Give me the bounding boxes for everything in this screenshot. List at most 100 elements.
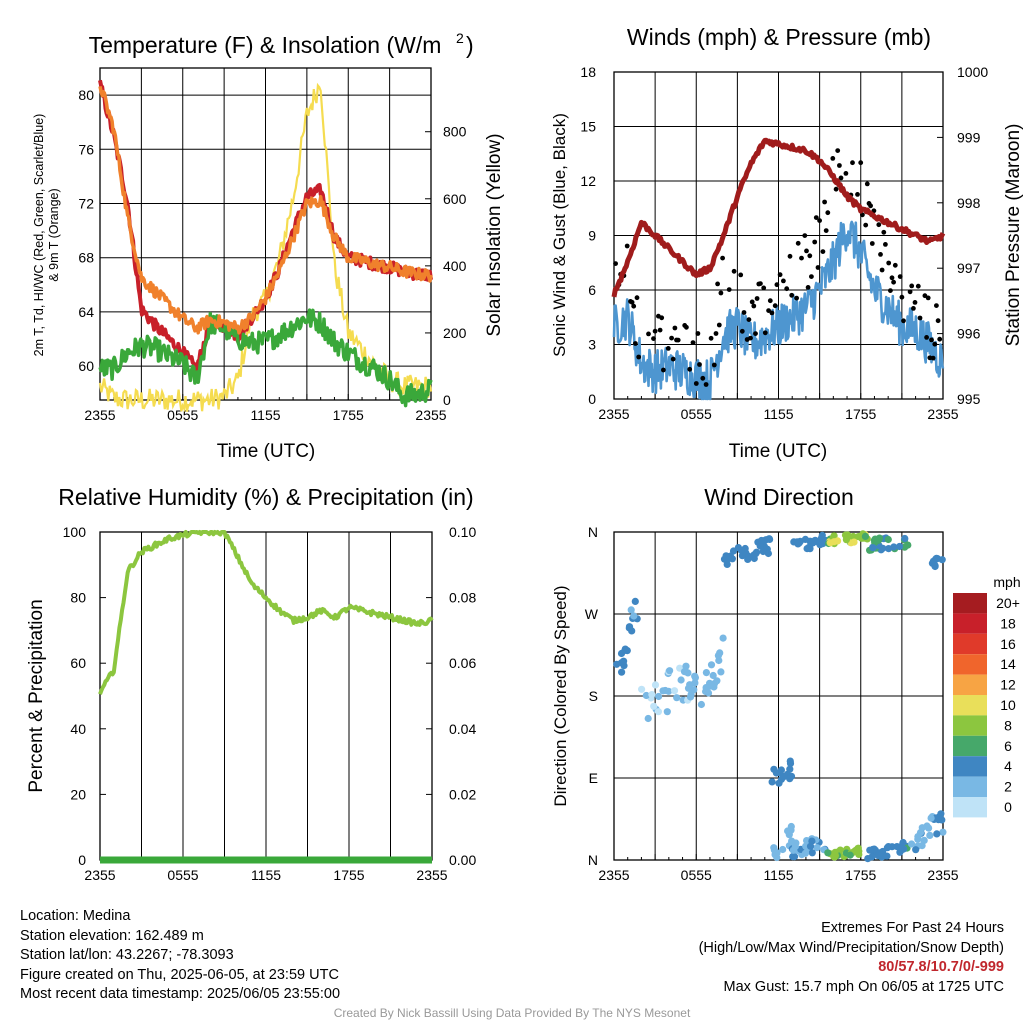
gust-point bbox=[809, 274, 814, 279]
direction-point bbox=[625, 623, 634, 631]
gust-point bbox=[777, 272, 783, 278]
gust-point bbox=[739, 328, 745, 334]
gust-point bbox=[754, 296, 760, 301]
x-tick-label: 1155 bbox=[763, 406, 793, 422]
gust-point bbox=[899, 294, 905, 300]
direction-point bbox=[808, 837, 816, 845]
gust-point bbox=[675, 337, 681, 343]
direction-point bbox=[715, 656, 723, 665]
y-tick-label: N bbox=[588, 524, 598, 540]
direction-point bbox=[655, 692, 663, 701]
direction-point bbox=[899, 838, 907, 847]
gust-point bbox=[697, 362, 702, 367]
direction-point bbox=[617, 649, 626, 658]
gust-point bbox=[799, 255, 804, 261]
direction-point bbox=[883, 852, 891, 860]
gust-point bbox=[624, 243, 630, 249]
gust-point bbox=[772, 303, 778, 309]
direction-point bbox=[627, 606, 635, 614]
y2-tick-label: 0.08 bbox=[449, 590, 476, 606]
direction-point bbox=[786, 775, 794, 783]
legend-swatch bbox=[953, 674, 987, 695]
gust-point bbox=[781, 278, 786, 284]
direction-point bbox=[670, 687, 679, 695]
gust-point bbox=[838, 175, 844, 181]
y-tick-label: 12 bbox=[580, 173, 596, 189]
direction-point bbox=[819, 540, 827, 548]
direction-point bbox=[876, 849, 884, 857]
direction-point bbox=[728, 555, 737, 563]
direction-point bbox=[642, 691, 650, 700]
legend-swatch bbox=[953, 633, 987, 655]
gust-point bbox=[889, 275, 895, 281]
gust-point bbox=[879, 267, 885, 273]
latlon-line: Station lat/lon: 43.2267; -78.3093 bbox=[20, 947, 234, 963]
figure-created-line: Figure created on Thu, 2025-06-05, at 23… bbox=[20, 966, 339, 983]
gust-point bbox=[864, 181, 870, 187]
gust-point bbox=[892, 262, 898, 268]
direction-point bbox=[901, 534, 909, 543]
gust-point bbox=[915, 283, 921, 289]
direction-point bbox=[686, 693, 695, 701]
gust-point bbox=[715, 281, 720, 287]
credit-line: Created By Nick Bassill Using Data Provi… bbox=[333, 1006, 691, 1020]
gust-points bbox=[613, 148, 943, 387]
direction-point bbox=[707, 661, 716, 669]
max-gust-line: Max Gust: 15.7 mph On 06/05 at 1725 UTC bbox=[723, 978, 1004, 995]
direction-point bbox=[861, 532, 870, 541]
direction-point bbox=[792, 839, 800, 847]
y-tick-label: W bbox=[585, 606, 599, 622]
direction-point bbox=[864, 855, 872, 863]
direction-point bbox=[801, 849, 810, 857]
direction-point bbox=[826, 539, 834, 547]
gust-point bbox=[636, 354, 642, 360]
y2-tick-label: 600 bbox=[443, 191, 467, 207]
x-tick-label: 2355 bbox=[927, 406, 958, 422]
direction-point bbox=[869, 544, 877, 552]
direction-point bbox=[661, 686, 669, 695]
pressure-line bbox=[611, 137, 946, 298]
direction-point bbox=[813, 844, 821, 852]
chart-title-temperature: Temperature (F) & Insolation (W/m bbox=[89, 32, 442, 58]
y-tick-label: 9 bbox=[588, 228, 596, 244]
y2-tick-label: 1000 bbox=[957, 64, 988, 80]
y-tick-label: 64 bbox=[78, 304, 94, 320]
gust-point bbox=[917, 315, 923, 321]
gust-point bbox=[758, 281, 763, 286]
gust-point bbox=[711, 362, 717, 368]
x-axis-label: Time (UTC) bbox=[729, 441, 828, 462]
direction-point bbox=[873, 536, 881, 545]
gust-point bbox=[708, 335, 714, 341]
direction-point bbox=[879, 544, 887, 552]
legend-swatch bbox=[953, 654, 987, 675]
direction-point bbox=[757, 536, 766, 545]
y2-tick-label: 200 bbox=[443, 325, 467, 341]
gust-point bbox=[741, 310, 747, 315]
y2-tick-label: 998 bbox=[957, 195, 981, 211]
gust-point bbox=[669, 335, 674, 341]
y-tick-label: 60 bbox=[70, 655, 86, 671]
direction-point bbox=[932, 555, 940, 563]
y2-tick-label: 997 bbox=[957, 260, 981, 276]
chart-title-wind-direction: Wind Direction bbox=[704, 484, 854, 510]
direction-point bbox=[824, 849, 832, 857]
chart-title-winds: Winds (mph) & Pressure (mb) bbox=[627, 24, 931, 50]
y2-axis-label: Solar Insolation (Yellow) bbox=[484, 133, 505, 336]
y-axis-label-line2: & 9m T (Orange) bbox=[47, 188, 61, 281]
legend-label: 10 bbox=[1000, 697, 1016, 713]
direction-point bbox=[713, 677, 721, 685]
direction-point bbox=[914, 833, 922, 841]
direction-point bbox=[830, 852, 838, 860]
gust-point bbox=[753, 331, 758, 336]
direction-point bbox=[691, 679, 699, 687]
direction-point bbox=[809, 538, 817, 546]
rh-line bbox=[98, 530, 434, 695]
y-tick-label: 0 bbox=[78, 852, 86, 868]
legend-title: mph bbox=[993, 574, 1020, 590]
direction-point bbox=[722, 552, 730, 560]
gust-point bbox=[703, 382, 709, 387]
direction-point bbox=[908, 840, 916, 848]
gust-point bbox=[935, 318, 941, 324]
direction-point bbox=[866, 846, 874, 854]
x-tick-label: 0555 bbox=[681, 406, 712, 422]
